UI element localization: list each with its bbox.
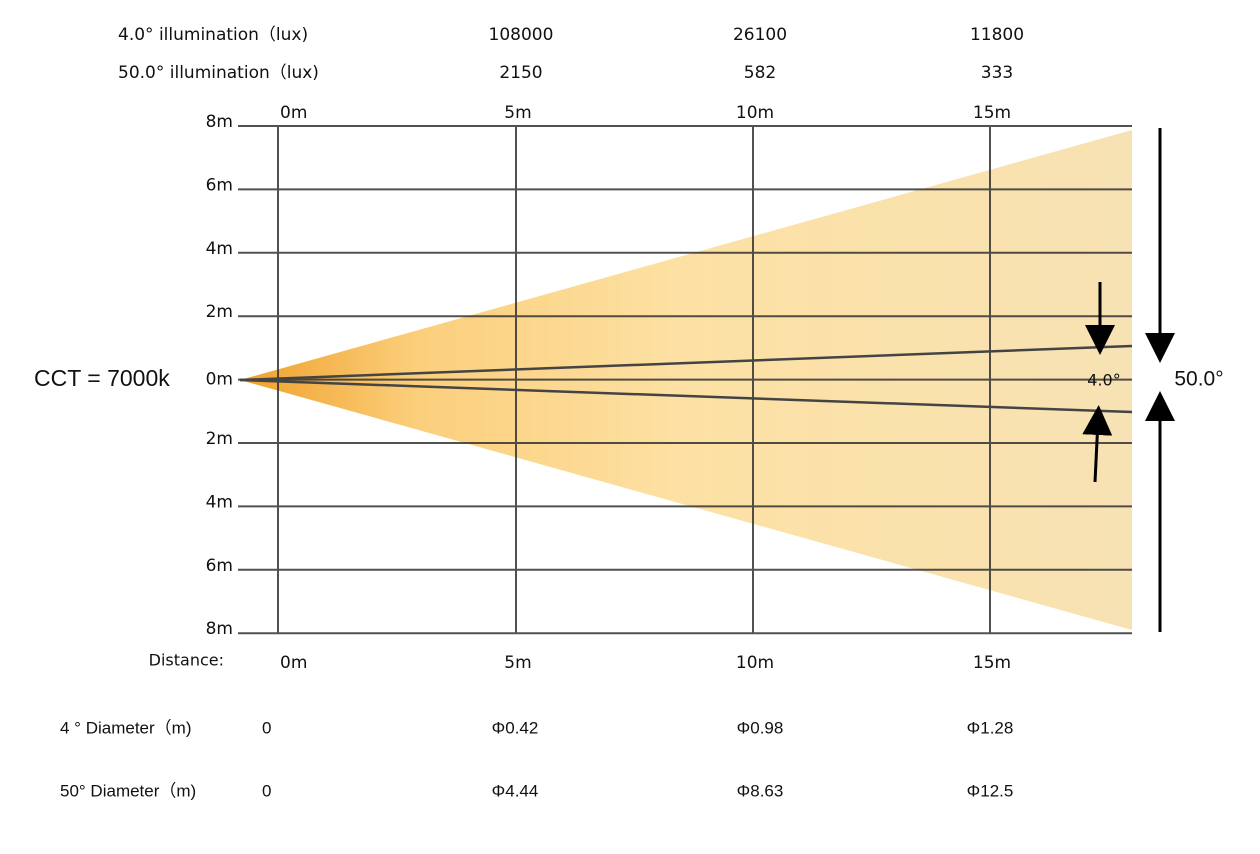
- wide-angle: 50.0°: [1174, 368, 1223, 391]
- distance-label: Distance:: [149, 651, 224, 670]
- narrow-angle: 4.0°: [1087, 371, 1120, 390]
- illumination-label: 4.0° illumination（lux): [118, 25, 308, 45]
- narrow-beam-edge: [239, 344, 1133, 382]
- distance-value: 5m: [504, 653, 531, 673]
- illumination-value: 333: [981, 63, 1013, 83]
- diameter-value: Φ8.63: [737, 781, 784, 800]
- top-axis-label: 15m: [973, 103, 1011, 123]
- y-axis-label: 8m: [206, 619, 233, 639]
- grid: [238, 125, 1132, 635]
- diameter-value: Φ0.98: [737, 718, 784, 737]
- diameter-value: 0: [262, 718, 271, 737]
- arrow: [1082, 405, 1113, 483]
- diameter-value: Φ1.28: [967, 718, 1014, 737]
- narrow-beam-edge: [239, 378, 1133, 414]
- illumination-value: 2150: [499, 63, 542, 83]
- top-axis-label: 5m: [504, 103, 531, 123]
- top-axis-label: 0m: [280, 103, 307, 123]
- distance-value: 10m: [736, 653, 774, 673]
- illumination-value: 108000: [489, 25, 554, 45]
- illumination-value: 26100: [733, 25, 787, 45]
- y-axis-label: 6m: [206, 556, 233, 576]
- diameter-value: Φ4.44: [492, 781, 539, 800]
- diameter-value: Φ0.42: [492, 718, 539, 737]
- illumination-value: 582: [744, 63, 776, 83]
- y-axis-label: 4m: [206, 492, 233, 512]
- y-axis-label: 8m: [206, 112, 233, 132]
- top-axis-label: 10m: [736, 103, 774, 123]
- cct: CCT = 7000k: [34, 365, 170, 391]
- illumination-value: 11800: [970, 25, 1024, 45]
- diameter-value: Φ12.5: [967, 781, 1014, 800]
- y-axis-label: 6m: [206, 175, 233, 195]
- diameter-value: 0: [262, 781, 271, 800]
- y-axis-label: 0m: [206, 370, 233, 390]
- y-axis-label: 2m: [206, 302, 233, 322]
- y-axis-label: 2m: [206, 429, 233, 449]
- diameter-label: 4 ° Diameter（m): [60, 718, 191, 737]
- distance-value: 0m: [280, 653, 307, 673]
- y-axis-label: 4m: [206, 239, 233, 259]
- diameter-label: 50° Diameter（m): [60, 781, 196, 800]
- distance-value: 15m: [973, 653, 1011, 673]
- illumination-label: 50.0° illumination（lux): [118, 63, 319, 83]
